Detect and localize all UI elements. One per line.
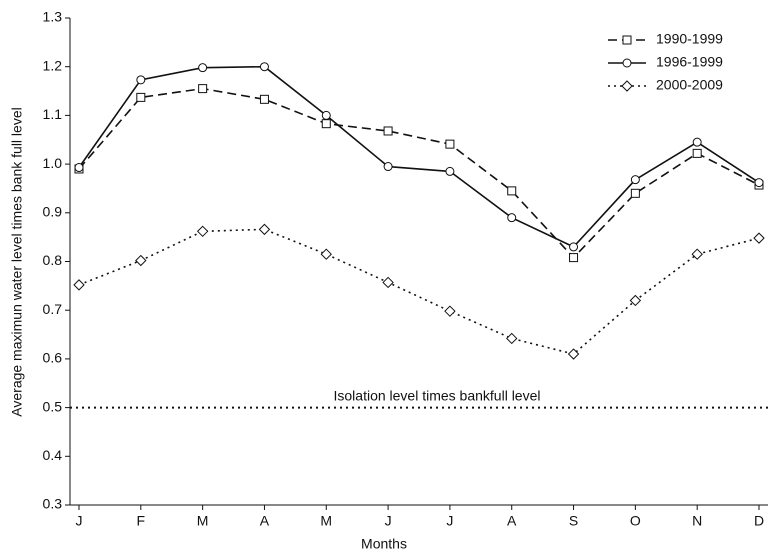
point — [383, 126, 393, 136]
y-tick-label: 0.4 — [43, 447, 63, 463]
x-tick-label: J — [76, 513, 83, 529]
point — [383, 162, 393, 172]
y-tick-label: 0.5 — [43, 398, 63, 414]
point — [629, 294, 642, 307]
point — [198, 84, 208, 94]
y-tick-label: 0.7 — [43, 301, 63, 317]
x-tick-label: A — [260, 513, 270, 529]
series-line — [78, 228, 760, 355]
y-tick-label: 0.3 — [43, 496, 63, 512]
point — [445, 166, 455, 176]
point — [135, 254, 147, 267]
x-tick-label: N — [692, 513, 702, 529]
y-tick-label: 1.1 — [43, 106, 63, 122]
y-axis-label: Average maximun water level times bank f… — [9, 107, 25, 416]
series-line — [78, 87, 760, 259]
point — [507, 213, 517, 223]
point — [259, 94, 269, 104]
point — [630, 188, 640, 198]
legend-label: 1996-1999 — [656, 54, 723, 70]
x-tick-label: O — [630, 513, 641, 529]
point — [630, 175, 640, 185]
point — [691, 248, 703, 260]
x-tick-label: D — [754, 513, 764, 529]
point — [567, 348, 580, 360]
point — [136, 92, 146, 102]
y-tick-label: 1.3 — [43, 9, 63, 25]
point — [320, 248, 332, 260]
y-tick-label: 1.2 — [43, 57, 63, 73]
x-tick-label: M — [320, 513, 332, 529]
legend-marker — [622, 35, 632, 45]
point — [198, 63, 208, 73]
x-axis-label: Months — [361, 536, 407, 552]
point — [73, 279, 85, 291]
point — [507, 186, 517, 196]
point — [321, 110, 331, 120]
point — [258, 223, 271, 236]
legend-marker — [622, 58, 632, 68]
x-tick-label: S — [569, 513, 578, 529]
point — [754, 178, 764, 188]
x-tick-label: J — [385, 513, 392, 529]
y-tick-label: 0.8 — [43, 252, 63, 268]
point — [692, 137, 702, 147]
x-tick-label: A — [507, 513, 517, 529]
point — [569, 242, 579, 252]
x-tick-label: F — [137, 513, 146, 529]
point — [569, 253, 579, 263]
x-tick-label: M — [197, 513, 209, 529]
y-tick-label: 0.9 — [43, 204, 63, 220]
series-line — [78, 65, 760, 248]
point — [382, 276, 394, 289]
point — [136, 75, 146, 85]
point — [321, 119, 331, 129]
point — [506, 332, 518, 345]
legend-marker — [621, 80, 633, 92]
legend-label: 2000-2009 — [656, 77, 723, 93]
point — [445, 139, 455, 149]
y-tick-label: 1.0 — [43, 155, 63, 171]
point — [444, 305, 456, 317]
point — [74, 163, 84, 173]
point — [753, 232, 765, 244]
point — [259, 62, 269, 72]
x-tick-label: J — [446, 513, 453, 529]
point — [196, 225, 209, 238]
point — [692, 148, 702, 158]
y-tick-label: 0.6 — [43, 350, 63, 366]
reference-label: Isolation level times bankfull level — [334, 387, 541, 403]
legend-label: 1990-1999 — [656, 31, 723, 47]
